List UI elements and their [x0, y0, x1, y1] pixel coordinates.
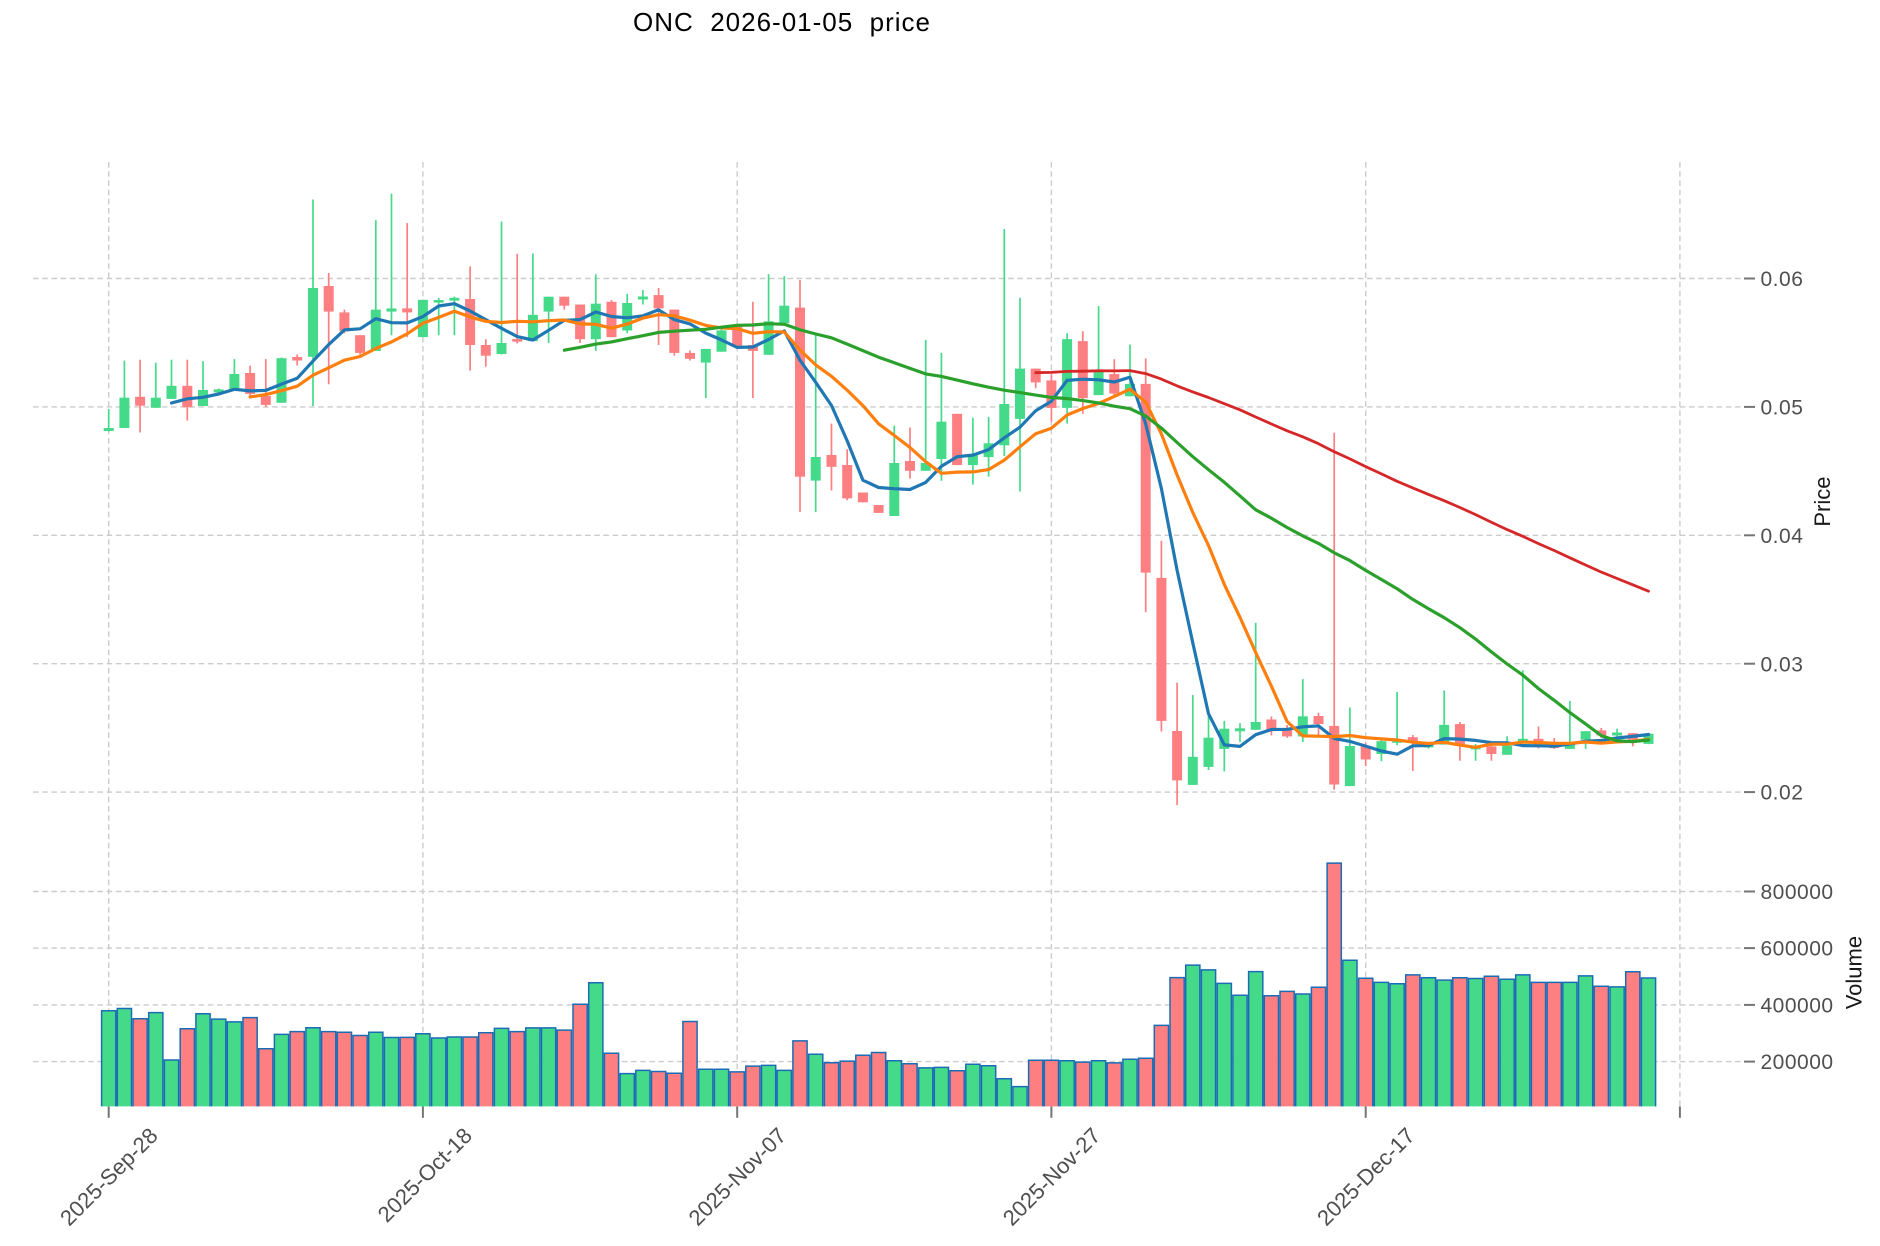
svg-text:0.02: 0.02 — [1761, 782, 1804, 805]
svg-text:600000: 600000 — [1761, 938, 1834, 961]
svg-text:0.05: 0.05 — [1761, 397, 1804, 420]
svg-text:0.06: 0.06 — [1761, 268, 1804, 291]
svg-text:Volume: Volume — [1842, 936, 1867, 1009]
svg-text:200000: 200000 — [1761, 1051, 1834, 1074]
svg-text:800000: 800000 — [1761, 881, 1834, 904]
svg-text:0.03: 0.03 — [1761, 653, 1804, 676]
svg-text:ONC 2026-01-05 price: ONC 2026-01-05 price — [633, 7, 931, 37]
svg-text:400000: 400000 — [1761, 995, 1834, 1018]
svg-text:0.04: 0.04 — [1761, 525, 1804, 548]
svg-text:Price: Price — [1810, 477, 1835, 527]
